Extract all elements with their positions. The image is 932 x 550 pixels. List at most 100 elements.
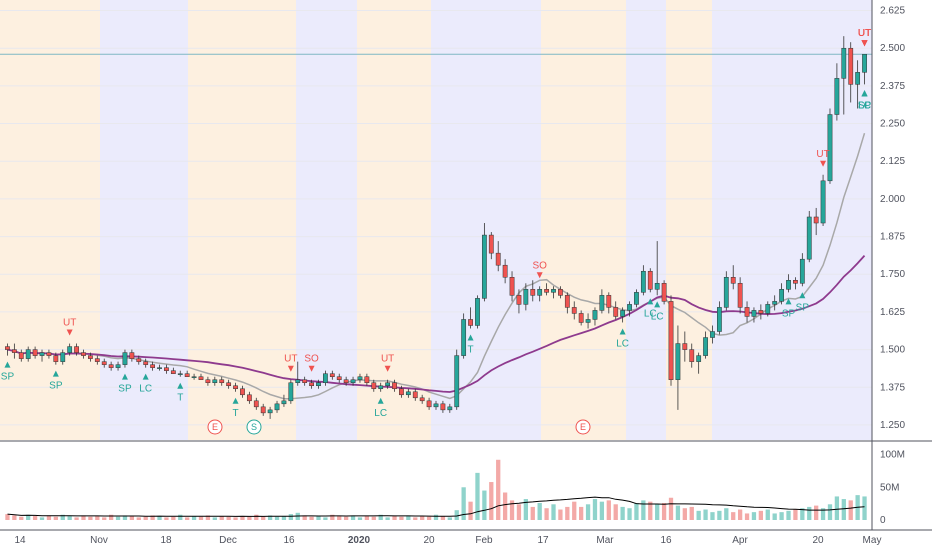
volume-tick-label: 100M bbox=[880, 450, 905, 461]
candle bbox=[329, 370, 335, 380]
candle-body bbox=[640, 270, 646, 293]
candle bbox=[744, 301, 750, 323]
volume-bar bbox=[12, 515, 17, 520]
signal-arrow-up bbox=[647, 298, 654, 305]
volume-bar bbox=[841, 499, 846, 520]
candle bbox=[184, 370, 190, 377]
fast-moving-average bbox=[7, 132, 866, 400]
candle bbox=[323, 370, 328, 386]
price-tick-label: 2.125 bbox=[880, 156, 905, 167]
signal-label: SP bbox=[796, 302, 810, 313]
candle bbox=[841, 36, 847, 115]
candle bbox=[309, 379, 314, 389]
candle bbox=[723, 271, 729, 311]
candle bbox=[488, 232, 494, 260]
candle-body bbox=[426, 400, 432, 408]
candle-body bbox=[799, 258, 805, 284]
volume-bar bbox=[129, 516, 135, 520]
candle bbox=[392, 379, 397, 392]
signal-arrow-up bbox=[142, 373, 149, 380]
volume-bar bbox=[60, 514, 65, 520]
volume-bar bbox=[447, 517, 452, 520]
candle bbox=[509, 271, 515, 302]
volume-bar bbox=[309, 516, 314, 520]
candle-body bbox=[737, 283, 743, 308]
candle-body bbox=[751, 310, 757, 317]
candle-body bbox=[122, 352, 128, 365]
signal-label: SP bbox=[782, 308, 796, 319]
candle bbox=[716, 301, 722, 335]
candle bbox=[703, 331, 708, 359]
signal-arrow-up bbox=[654, 301, 661, 308]
volume-bar bbox=[848, 500, 853, 520]
volume-bar bbox=[502, 492, 508, 520]
candle-body bbox=[74, 346, 79, 353]
volume-bar bbox=[302, 515, 307, 520]
candle bbox=[862, 53, 867, 85]
candle-body bbox=[675, 343, 681, 380]
signal-label: UT bbox=[858, 28, 871, 39]
candle bbox=[647, 268, 653, 293]
volume-bar bbox=[814, 505, 819, 520]
candle bbox=[751, 307, 757, 323]
volume-bar bbox=[668, 497, 674, 520]
event-label: E bbox=[212, 422, 218, 432]
candle-body bbox=[564, 295, 570, 308]
candle bbox=[668, 295, 674, 386]
candle-body bbox=[53, 355, 59, 362]
signal-arrow-down bbox=[820, 160, 827, 167]
price-tick-label: 2.625 bbox=[880, 6, 905, 17]
candle-body bbox=[357, 376, 363, 380]
volume-bar bbox=[420, 516, 425, 520]
volume-bar bbox=[81, 515, 86, 520]
signal-label: UT bbox=[284, 354, 297, 365]
volume-bar bbox=[820, 508, 826, 520]
candle-body bbox=[530, 289, 536, 296]
volume-bar bbox=[247, 516, 252, 520]
session-band bbox=[626, 0, 666, 440]
candle-body bbox=[177, 373, 183, 375]
candle-body bbox=[274, 403, 280, 411]
candle-body bbox=[143, 361, 149, 365]
candle-body bbox=[39, 352, 45, 356]
signal-arrow-down bbox=[861, 40, 868, 47]
candle-body bbox=[67, 346, 73, 353]
candle-body bbox=[302, 379, 308, 383]
candle-body bbox=[233, 385, 238, 390]
signal-label: LC bbox=[644, 308, 657, 319]
candle-body bbox=[323, 373, 328, 383]
signal-label: UT bbox=[858, 28, 871, 39]
volume-bar bbox=[613, 504, 618, 520]
candle-body bbox=[309, 382, 314, 387]
signal-label: LC bbox=[374, 408, 387, 419]
candle bbox=[654, 241, 660, 296]
volume-bar bbox=[378, 514, 383, 520]
candle-body bbox=[779, 289, 784, 302]
candle-body bbox=[723, 277, 729, 308]
candle bbox=[295, 361, 301, 386]
candle-body bbox=[551, 289, 556, 293]
candle-body bbox=[627, 304, 632, 311]
volume-bar bbox=[751, 512, 757, 520]
candle-body bbox=[855, 72, 861, 85]
candle-body bbox=[585, 319, 591, 323]
signal-label: SP bbox=[858, 100, 872, 111]
volume-bar bbox=[834, 496, 840, 520]
volume-bar bbox=[115, 516, 121, 520]
volume-bar bbox=[344, 516, 349, 520]
candle-body bbox=[509, 277, 515, 296]
time-tick-label: Mar bbox=[596, 535, 614, 546]
candle bbox=[281, 394, 287, 407]
signal-label: SP bbox=[858, 100, 872, 111]
candle-body bbox=[198, 376, 204, 380]
session-band bbox=[100, 0, 188, 440]
candle-body bbox=[81, 352, 86, 356]
volume-bar bbox=[724, 508, 729, 520]
volume-bar bbox=[157, 516, 162, 520]
candle-body bbox=[364, 376, 370, 383]
candle-body bbox=[433, 403, 439, 408]
candle bbox=[786, 274, 791, 293]
candle bbox=[233, 382, 238, 392]
